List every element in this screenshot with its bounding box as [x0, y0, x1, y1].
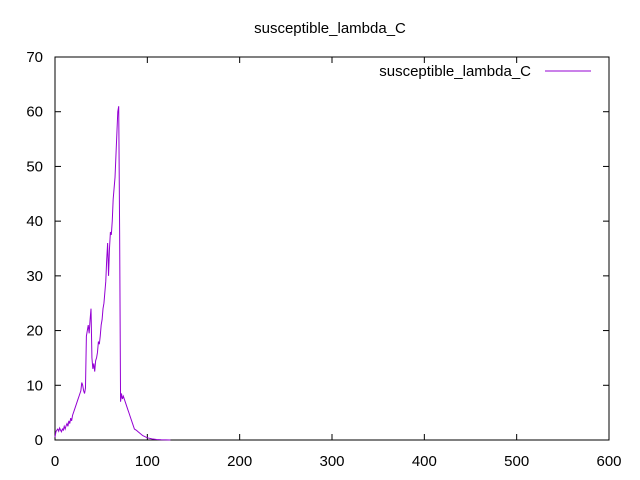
y-tick-label: 10 [26, 377, 43, 394]
x-tick-label: 600 [596, 453, 621, 470]
y-tick-label: 60 [26, 104, 43, 121]
y-tick-label: 30 [26, 268, 43, 285]
series-line [54, 106, 171, 441]
y-tick-label: 0 [35, 432, 43, 449]
series-group [54, 106, 171, 441]
plot-frame [54, 56, 610, 441]
x-tick-label: 300 [319, 453, 344, 470]
y-tick-label: 40 [26, 213, 43, 230]
x-tick-label: 200 [227, 453, 252, 470]
x-tick-label: 0 [51, 453, 59, 470]
legend: susceptible_lambda_C [379, 63, 591, 80]
y-tick-label: 20 [26, 323, 43, 340]
x-tick-label: 400 [412, 453, 437, 470]
legend-label: susceptible_lambda_C [379, 63, 531, 80]
ticks: 0 100 200 300 400 500 600 0 10 20 30 40 50 60 70 [26, 49, 621, 470]
chart-title: susceptible_lambda_C [254, 20, 406, 37]
x-tick-label: 500 [504, 453, 529, 470]
y-tick-label: 50 [26, 158, 43, 175]
y-tick-label: 70 [26, 49, 43, 66]
x-tick-label: 100 [135, 453, 160, 470]
